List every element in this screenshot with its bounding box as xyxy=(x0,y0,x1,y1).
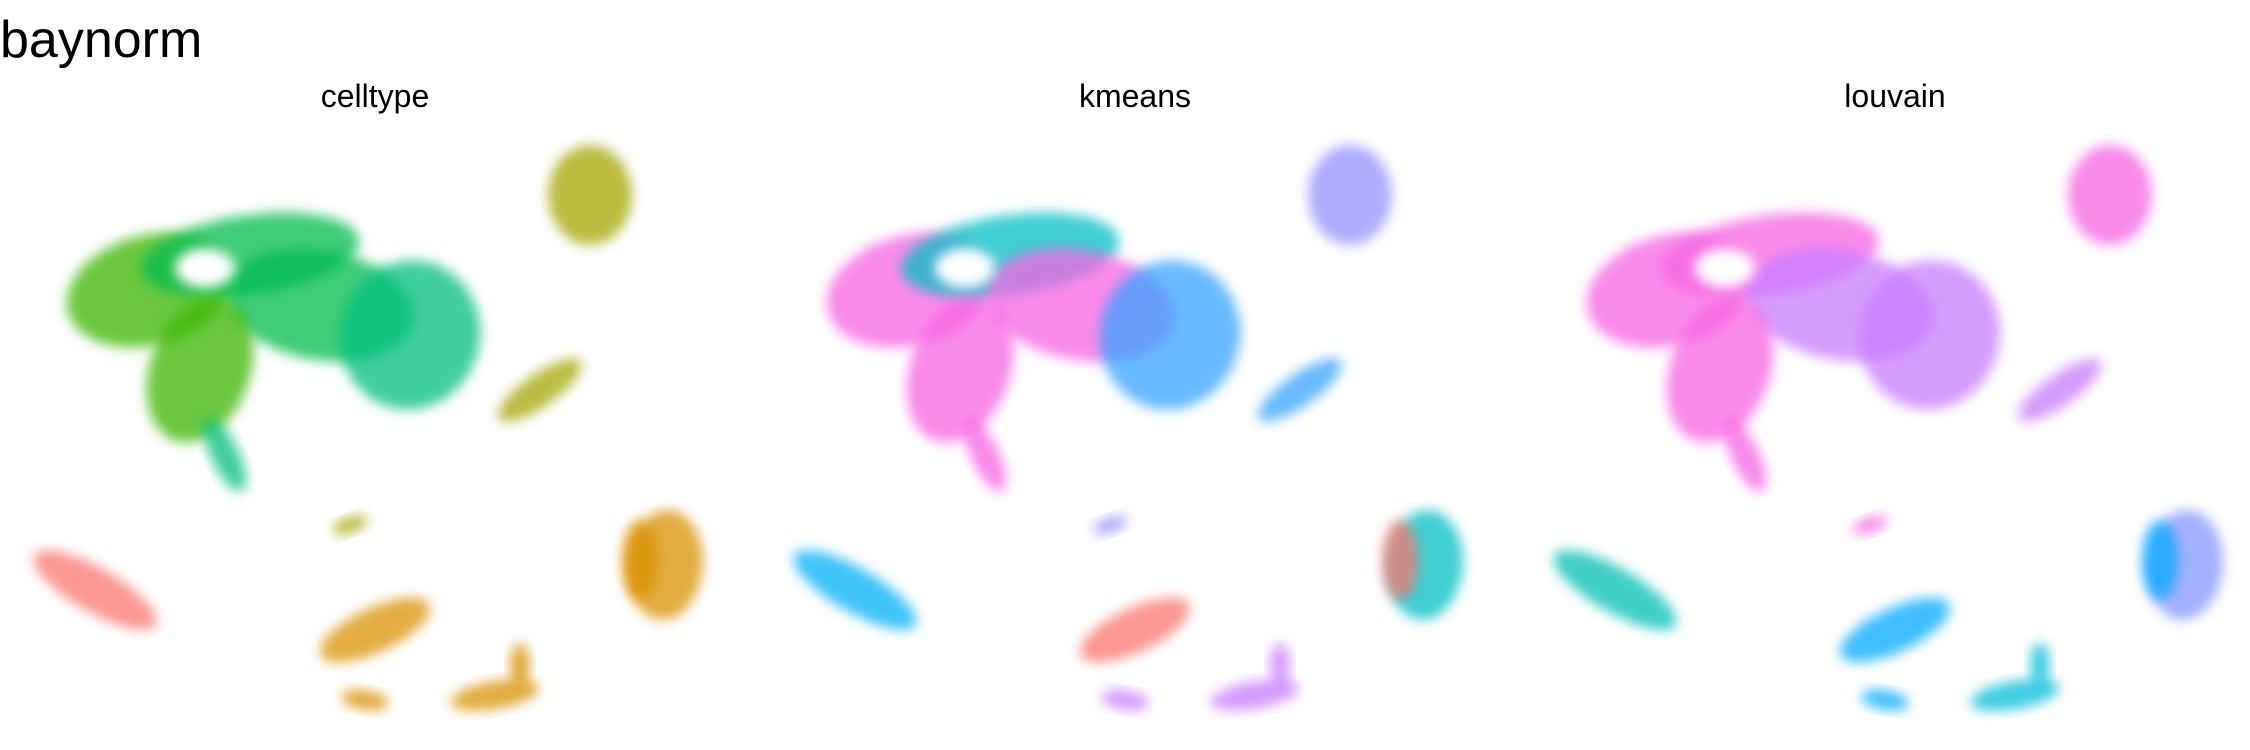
cluster-main-right xyxy=(1099,260,1241,410)
umap-panel-kmeans: kmeans xyxy=(760,70,1510,740)
cluster-main-tail xyxy=(203,418,247,492)
cluster-r-cluster-b xyxy=(622,520,658,600)
cluster-bc-tail xyxy=(341,689,389,711)
cluster-island-top xyxy=(548,145,632,245)
panel-title-kmeans: kmeans xyxy=(1078,78,1192,114)
cluster-br-cluster xyxy=(450,679,540,711)
cluster-main-bottom xyxy=(1666,297,1774,443)
cluster-island-top xyxy=(1308,145,1392,245)
cluster-br-hook xyxy=(1270,643,1290,687)
cluster-island-arm xyxy=(498,358,582,422)
cluster-br-cluster xyxy=(1210,679,1300,711)
cluster-small-top xyxy=(1852,515,1888,535)
figure-title: baynorm xyxy=(0,11,203,69)
cluster-bl-cluster xyxy=(33,550,157,630)
cluster-bc-cluster xyxy=(1839,597,1951,663)
umap-panel-celltype: celltype xyxy=(0,70,750,740)
cluster-island-top xyxy=(2068,145,2152,245)
cluster-bc-tail xyxy=(1101,689,1149,711)
cluster-bc-tail xyxy=(1861,689,1909,711)
cluster-island-arm xyxy=(2018,358,2102,422)
cluster-small-top xyxy=(1092,515,1128,535)
cluster-gap xyxy=(175,248,235,288)
cluster-small-top xyxy=(332,515,368,535)
panel-title-celltype: celltype xyxy=(320,78,430,114)
cluster-r-cluster-b xyxy=(1382,520,1418,600)
umap-scatter-kmeans xyxy=(793,145,1464,711)
cluster-br-hook xyxy=(2030,643,2050,687)
cluster-gap xyxy=(935,248,995,288)
cluster-bl-cluster xyxy=(793,550,917,630)
cluster-main-bottom xyxy=(906,297,1014,443)
cluster-br-hook xyxy=(510,643,530,687)
cluster-main-right xyxy=(339,260,481,410)
cluster-island-arm xyxy=(1258,358,1342,422)
cluster-br-cluster xyxy=(1970,679,2060,711)
umap-scatter-louvain xyxy=(1553,145,2224,711)
umap-panel-louvain: louvain xyxy=(1520,70,2250,740)
panel-title-louvain: louvain xyxy=(1844,78,1946,114)
cluster-main-right xyxy=(1859,260,2001,410)
cluster-bc-cluster xyxy=(319,597,431,663)
cluster-bc-cluster xyxy=(1079,597,1191,663)
cluster-main-tail xyxy=(963,418,1007,492)
cluster-bl-cluster xyxy=(1553,550,1677,630)
cluster-r-cluster-b xyxy=(2142,520,2178,600)
umap-scatter-celltype xyxy=(33,145,704,711)
cluster-gap xyxy=(1695,248,1755,288)
cluster-main-bottom xyxy=(146,297,254,443)
cluster-main-tail xyxy=(1723,418,1767,492)
